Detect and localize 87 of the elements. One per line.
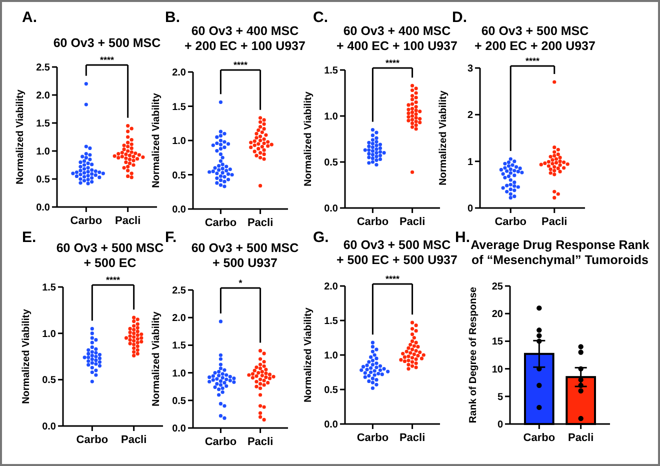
y-tick-label: 2.0 [172,313,186,324]
y-tick-label: 0 [467,204,474,214]
y-tick-label: 0.5 [172,396,186,407]
text: **** [233,60,248,70]
chart-title: 60 Ov3 + 500 MSC + 500 U937 [191,241,299,270]
y-tick-label: 2.0 [36,90,50,102]
x-tick-label: Carbo [204,217,237,229]
y-tick-label: 1.5 [42,282,56,294]
x-tick-label: Carbo [70,215,102,227]
y-tick-label: 1.0 [324,350,338,362]
text: **** [385,58,400,68]
y-tick-label: 0.5 [324,385,338,396]
y-tick-label: 0.0 [42,422,56,432]
x-tick-label: Pacli [399,432,426,444]
y-tick-label: 1.5 [324,66,338,76]
text: **** [100,55,114,65]
chart-title: 60 Ov3 + 500 MSC + 500 EC + 500 U937 [336,238,458,267]
y-tick-label: 2.0 [324,282,338,292]
y-axis-title: Normalized Viability [21,308,32,404]
y-tick-label: 25 [492,282,504,292]
x-tick-label: Pacli [120,434,147,446]
x-tick-label: Carbo [523,432,556,444]
y-tick-label: 20 [492,309,504,320]
y-axis-title: Normalized Viability [303,91,314,186]
chart-title: 60 Ov3 + 400 MSC + 200 EC + 100 U937 [184,24,306,53]
y-tick-label: 2.0 [172,68,186,78]
text: F. [165,229,177,246]
x-tick-label: Pacli [114,215,141,227]
y-tick-label: 0.0 [36,202,50,214]
y-tick-label: 0.5 [324,158,338,168]
y-tick-label: 0.0 [324,204,338,214]
text: C. [313,9,328,26]
x-tick-label: Carbo [76,434,108,446]
text: **** [525,56,540,66]
text: B. [165,9,180,26]
chart-title: 60 Ov3 + 400 MSC + 400 EC + 100 U937 [336,24,458,53]
text: **** [385,274,400,284]
y-tick-label: 1.5 [172,340,186,352]
y-tick-label: 5 [497,392,504,403]
x-tick-label: Carbo [356,432,389,444]
y-tick-label: 0.0 [324,420,338,430]
text: D. [452,9,467,26]
y-tick-label: 1.0 [172,136,186,147]
y-tick-label: 1.5 [172,102,186,113]
y-tick-label: 1.5 [324,316,338,327]
y-tick-label: 1 [467,156,474,168]
y-tick-label: 1.0 [172,368,186,380]
text: H. [455,229,470,246]
y-axis-title: Rank of Degree of Response [468,286,479,424]
y-tick-label: 0.5 [42,375,56,386]
y-tick-label: 1.0 [36,146,50,158]
chart-title: 60 Ov3 + 500 MSC [53,36,161,50]
y-tick-label: 1.0 [42,328,56,340]
y-tick-label: 0 [497,420,504,430]
x-tick-label: Pacli [399,216,426,228]
x-tick-label: Pacli [247,217,274,229]
y-tick-label: 1.0 [324,112,338,122]
y-tick-label: 0.0 [172,204,186,216]
y-axis-title: Normalized Viability [151,92,162,188]
x-tick-label: Pacli [568,432,594,444]
y-axis-title: Normalized Viability [438,90,449,186]
text: A. [22,9,37,26]
x-tick-label: Pacli [542,216,568,228]
chart-title: Average Drug Response Rank of “Mesenchymal” Tumoroids [470,238,650,267]
y-tick-label: 0.0 [172,424,186,434]
y-tick-label: 10 [492,364,504,376]
y-tick-label: 0.5 [172,170,186,182]
chart-title: 60 Ov3 + 500 MSC + 200 EC + 200 U937 [474,24,596,53]
y-axis-title: Normalized Viability [303,307,314,402]
text: G. [313,229,329,246]
chart-title: 60 Ov3 + 500 MSC + 500 EC [56,241,164,270]
x-tick-label: Carbo [494,216,527,228]
text: **** [106,275,120,285]
x-tick-label: Carbo [204,436,237,448]
y-tick-label: 3 [467,64,474,74]
text: * [238,278,243,288]
y-tick-label: 1.5 [36,118,50,130]
y-tick-label: 2.5 [172,286,186,296]
y-tick-label: 0.5 [36,174,50,186]
y-tick-label: 15 [492,336,504,348]
text: E. [22,229,36,246]
x-tick-label: Pacli [247,436,274,448]
y-tick-label: 2.5 [36,62,50,74]
y-axis-title: Normalized Viability [15,89,26,184]
y-axis-title: Normalized Viability [151,311,162,406]
y-tick-label: 2 [467,110,474,122]
x-tick-label: Carbo [356,216,389,228]
